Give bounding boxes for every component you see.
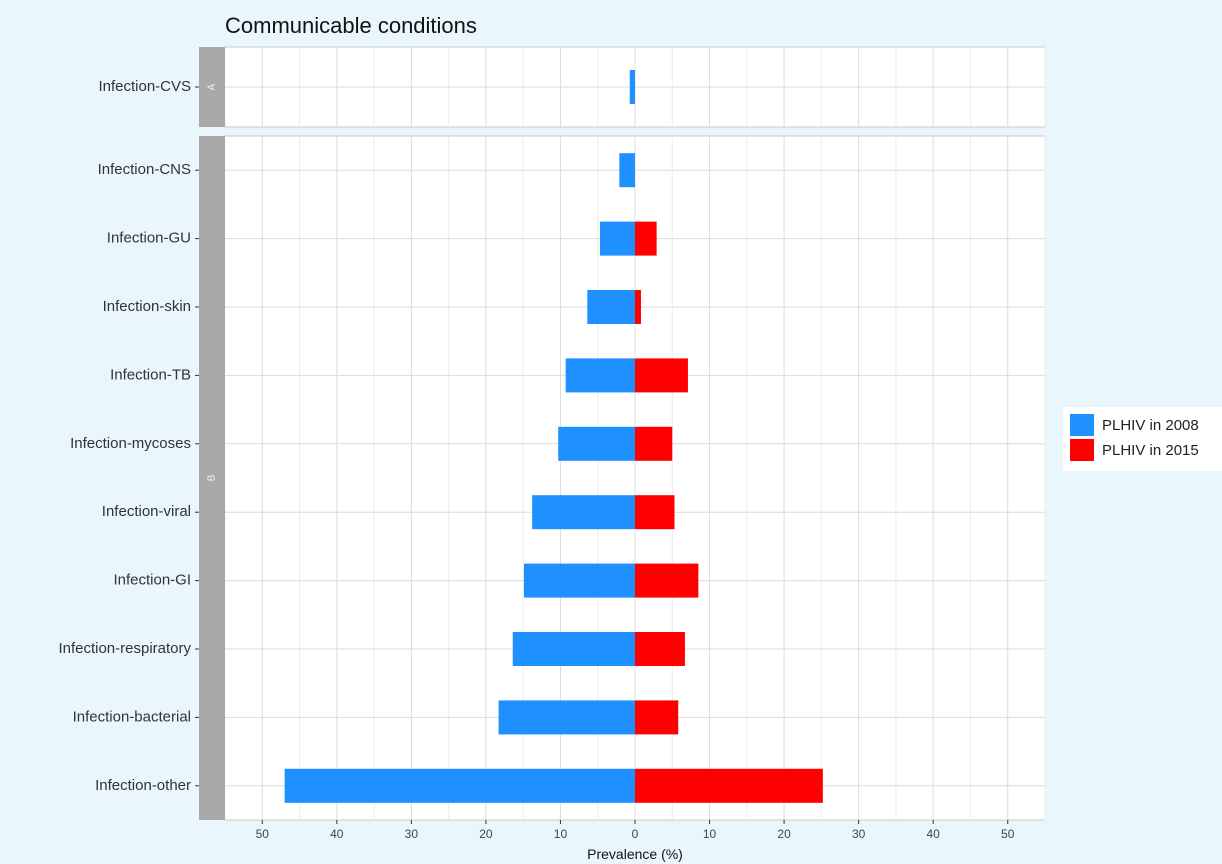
category-label: Infection-GI [113,572,191,589]
legend-label: PLHIV in 2008 [1102,417,1199,434]
x-tick-label: 50 [1001,827,1015,841]
bar-2015 [635,495,675,530]
bar-2015 [635,426,673,461]
category-label: Infection-mycoses [70,435,191,452]
x-tick-label: 0 [632,827,639,841]
bar-2008 [599,221,635,256]
facet-strip-label: B [207,474,218,481]
legend-swatch [1070,439,1094,461]
x-tick-label: 20 [777,827,791,841]
x-tick-label: 10 [703,827,717,841]
bar-2015 [635,290,641,324]
x-axis-title: Prevalence (%) [587,846,683,862]
legend: PLHIV in 2008 PLHIV in 2015 [1063,407,1222,471]
bar-2008 [619,153,635,188]
bar-2008 [532,495,635,530]
facets: A Infection-CVS B Infection-CNS Infection-GU… [58,46,1046,821]
category-label: Infection-CNS [98,161,191,178]
bar-2008 [558,426,635,461]
x-tick-label: 50 [256,827,270,841]
bar-2015 [635,221,657,256]
bar-2015 [635,700,679,735]
category-label: Infection-respiratory [58,640,191,657]
x-tick-label: 10 [554,827,568,841]
x-axis: 50 40 30 20 10 0 10 20 30 40 50 [256,820,1015,841]
legend-label: PLHIV in 2015 [1102,442,1199,459]
bar-2008 [629,70,635,104]
bar-2015 [635,768,823,803]
category-label: Infection-other [95,777,191,794]
category-label: Infection-CVS [98,78,191,95]
category-label: Infection-bacterial [73,708,191,725]
x-tick-label: 20 [479,827,493,841]
category-label: Infection-GU [107,230,191,247]
facet-panel-a: A Infection-CVS [98,46,1046,128]
facet-panel-b: B Infection-CNS Infection-GU Infection-skin… [58,135,1046,821]
bar-2008 [565,358,635,393]
legend-swatch [1070,414,1094,436]
category-label: Infection-viral [102,503,191,520]
bar-2015 [635,563,699,598]
x-tick-label: 40 [330,827,344,841]
bar-2008 [284,768,635,803]
x-tick-label: 30 [405,827,419,841]
bar-2008 [523,563,635,598]
facet-strip [199,136,225,820]
bar-2008 [512,632,635,666]
category-label: Infection-skin [103,298,191,315]
bar-2015 [635,632,685,666]
bar-2015 [635,358,688,393]
chart-title: Communicable conditions [225,13,477,38]
category-label: Infection-TB [110,366,191,383]
facet-strip [199,47,225,127]
x-tick-label: 40 [927,827,941,841]
facet-strip-label: A [207,83,218,90]
bar-2008 [587,290,635,324]
x-tick-label: 30 [852,827,866,841]
bar-2008 [498,700,635,735]
